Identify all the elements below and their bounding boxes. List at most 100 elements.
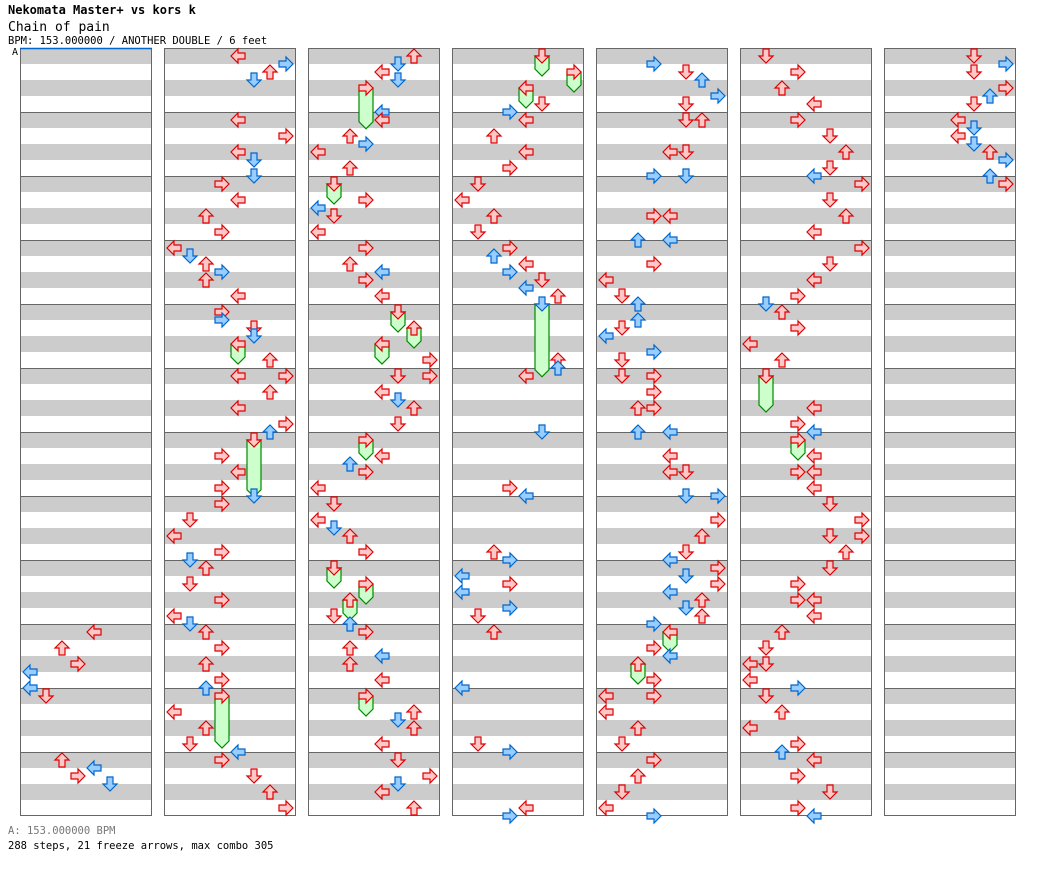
beat-stripe bbox=[596, 432, 728, 448]
arrow-left-icon bbox=[374, 111, 390, 129]
arrow-right-icon bbox=[502, 599, 518, 617]
step-note-down bbox=[821, 160, 839, 176]
step-note-down bbox=[677, 568, 695, 584]
arrow-up-icon bbox=[405, 48, 423, 64]
step-note-right bbox=[502, 263, 518, 281]
beat-stripe bbox=[20, 112, 152, 128]
arrow-right-icon bbox=[358, 239, 374, 257]
arrow-up-icon bbox=[341, 656, 359, 672]
arrow-right-icon bbox=[646, 807, 662, 825]
step-note-left bbox=[374, 783, 390, 801]
step-note-right bbox=[214, 591, 230, 609]
beat-stripe bbox=[452, 112, 584, 128]
arrow-down-icon bbox=[677, 544, 695, 560]
arrow-left-icon bbox=[662, 423, 678, 441]
step-note-right bbox=[358, 623, 374, 641]
step-note-left bbox=[742, 719, 758, 737]
beat-stripe bbox=[452, 496, 584, 512]
arrow-left-icon bbox=[806, 399, 822, 417]
beat-stripe bbox=[164, 528, 296, 544]
step-note-left bbox=[310, 223, 326, 241]
arrow-up-icon bbox=[405, 704, 423, 720]
arrow-down-icon bbox=[469, 176, 487, 192]
panel-border bbox=[164, 48, 296, 816]
arrow-left-icon bbox=[310, 143, 326, 161]
step-note-down bbox=[389, 56, 407, 72]
beat-stripe bbox=[308, 528, 440, 544]
arrow-left-icon bbox=[166, 703, 182, 721]
beat-stripe bbox=[452, 784, 584, 800]
arrow-right-icon bbox=[502, 103, 518, 121]
step-note-up bbox=[197, 656, 215, 672]
step-note-left bbox=[230, 463, 246, 481]
arrow-left-icon bbox=[806, 751, 822, 769]
arrow-right-icon bbox=[646, 167, 662, 185]
panel-border bbox=[452, 48, 584, 816]
arrow-right-icon bbox=[214, 495, 230, 513]
arrow-right-icon bbox=[790, 319, 806, 337]
arrow-right-icon bbox=[646, 399, 662, 417]
step-note-left bbox=[310, 511, 326, 529]
arrow-right-icon bbox=[998, 55, 1014, 73]
beat-stripe bbox=[596, 560, 728, 576]
beat-stripe bbox=[884, 528, 1016, 544]
arrow-left-icon bbox=[806, 167, 822, 185]
step-note-down bbox=[181, 552, 199, 568]
step-note-left bbox=[598, 327, 614, 345]
arrow-up-icon bbox=[261, 384, 279, 400]
beat-stripe bbox=[452, 400, 584, 416]
arrow-left-icon bbox=[806, 223, 822, 241]
step-note-right bbox=[278, 55, 294, 73]
arrow-down-icon bbox=[325, 176, 343, 192]
step-note-left bbox=[806, 167, 822, 185]
beat-stripe bbox=[740, 272, 872, 288]
step-note-right bbox=[998, 151, 1014, 169]
panel bbox=[164, 48, 296, 816]
beat-stripe bbox=[452, 80, 584, 96]
step-note-up bbox=[693, 608, 711, 624]
arrow-right-icon bbox=[790, 799, 806, 817]
arrow-up-icon bbox=[693, 528, 711, 544]
arrow-right-icon bbox=[358, 79, 374, 97]
arrow-right-icon bbox=[646, 687, 662, 705]
arrow-left-icon bbox=[806, 271, 822, 289]
step-note-down bbox=[389, 368, 407, 384]
arrow-right-icon bbox=[646, 207, 662, 225]
arrow-left-icon bbox=[230, 463, 246, 481]
arrow-down-icon bbox=[389, 416, 407, 432]
arrow-left-icon bbox=[806, 607, 822, 625]
arrow-right-icon bbox=[358, 687, 374, 705]
step-note-down bbox=[389, 776, 407, 792]
arrow-right-icon bbox=[790, 735, 806, 753]
arrow-down-icon bbox=[613, 352, 631, 368]
beat-stripe bbox=[20, 720, 152, 736]
arrow-up-icon bbox=[261, 64, 279, 80]
step-note-right bbox=[998, 55, 1014, 73]
step-note-up bbox=[773, 352, 791, 368]
step-note-right bbox=[358, 135, 374, 153]
beat-stripe bbox=[452, 688, 584, 704]
beat-stripe bbox=[884, 144, 1016, 160]
arrow-up-icon bbox=[197, 720, 215, 736]
step-note-right bbox=[70, 655, 86, 673]
beat-stripe bbox=[20, 176, 152, 192]
step-note-down bbox=[389, 392, 407, 408]
beat-stripe bbox=[596, 656, 728, 672]
arrow-up-icon bbox=[341, 640, 359, 656]
arrow-down-icon bbox=[677, 568, 695, 584]
step-note-right bbox=[646, 343, 662, 361]
arrow-up-icon bbox=[341, 128, 359, 144]
step-note-down bbox=[757, 296, 775, 312]
beat-stripe bbox=[596, 304, 728, 320]
beat-stripe bbox=[164, 304, 296, 320]
arrow-down-icon bbox=[821, 560, 839, 576]
arrow-right-icon bbox=[358, 135, 374, 153]
step-note-up bbox=[405, 48, 423, 64]
arrow-left-icon bbox=[374, 647, 390, 665]
beat-stripe bbox=[596, 272, 728, 288]
beat-stripe bbox=[740, 752, 872, 768]
arrow-left-icon bbox=[166, 527, 182, 545]
step-note-up bbox=[261, 64, 279, 80]
step-note-left bbox=[166, 703, 182, 721]
step-note-left bbox=[662, 423, 678, 441]
